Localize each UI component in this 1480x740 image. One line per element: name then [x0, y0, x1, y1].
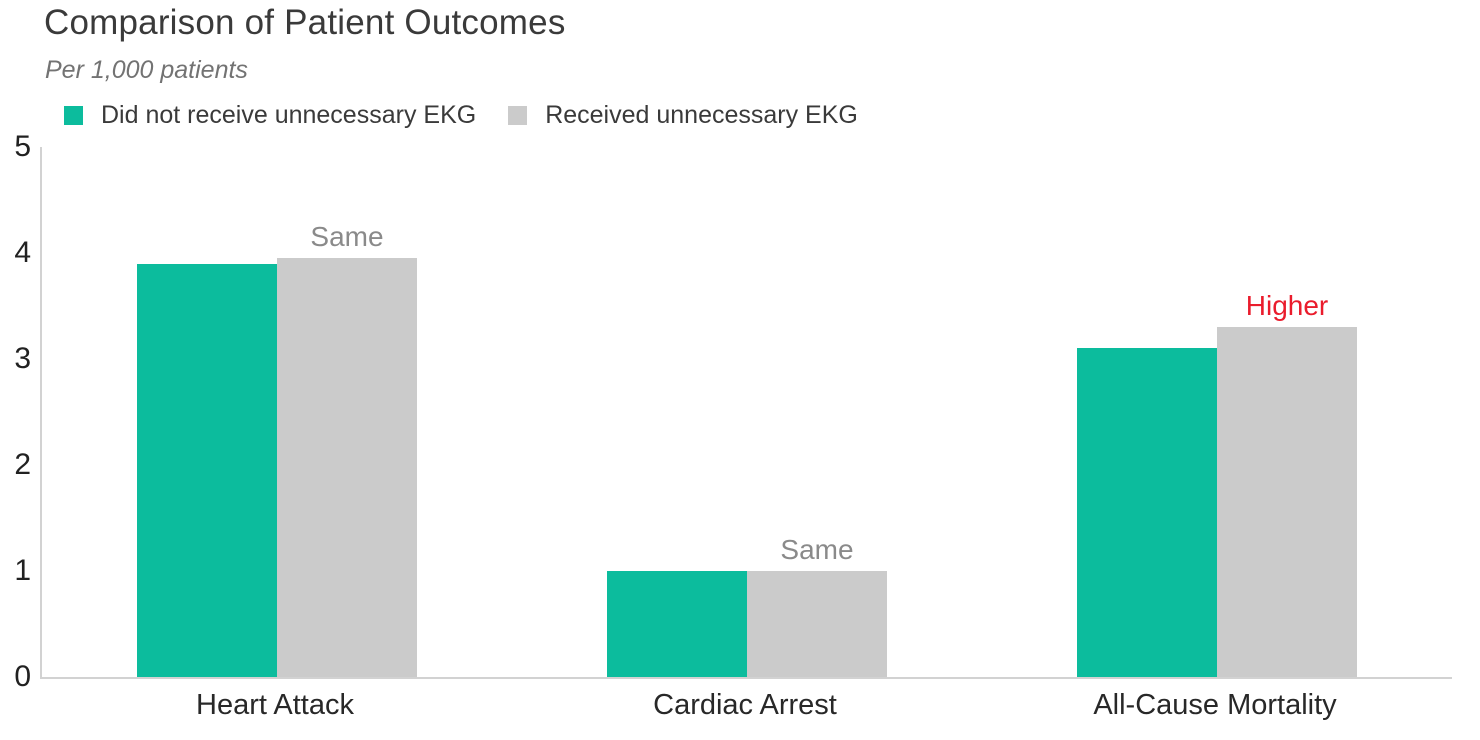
- chart-title: Comparison of Patient Outcomes: [44, 3, 566, 42]
- legend-swatch-icon: [64, 105, 83, 125]
- y-axis-tick-label: 1: [14, 554, 31, 587]
- legend: Did not receive unnecessary EKG Received …: [64, 100, 858, 130]
- chart-subtitle: Per 1,000 patients: [45, 56, 248, 84]
- legend-label: Did not receive unnecessary EKG: [101, 101, 477, 129]
- bar-all-cause-mortality-series-0: [1077, 348, 1217, 677]
- y-axis-tick-label: 2: [14, 448, 31, 481]
- plot-area: Same Same Higher: [40, 147, 1452, 679]
- bar-annotation: Same: [780, 534, 854, 565]
- bar-annotation: Same: [310, 221, 384, 253]
- legend-swatch-icon: [508, 105, 528, 125]
- x-axis-label: All-Cause Mortality: [1093, 689, 1337, 721]
- bar-all-cause-mortality-series-1: [1217, 327, 1357, 677]
- bar-annotation: Higher: [1245, 290, 1329, 322]
- bar-cardiac-arrest-series-1: [747, 571, 887, 677]
- y-axis-tick-label: 4: [14, 236, 31, 269]
- bar-cardiac-arrest-series-0: [607, 571, 747, 677]
- legend-item-1: Received unnecessary EKG: [508, 100, 858, 130]
- bar-heart-attack-series-1: [277, 258, 417, 677]
- y-axis-tick-label: 5: [14, 130, 31, 163]
- legend-label: Received unnecessary EKG: [545, 101, 858, 129]
- y-axis-tick-label: 3: [14, 342, 31, 375]
- legend-item-0: Did not receive unnecessary EKG: [64, 100, 476, 130]
- x-axis-label: Heart Attack: [196, 689, 354, 721]
- x-axis-label: Cardiac Arrest: [653, 689, 837, 721]
- bar-heart-attack-series-0: [137, 263, 277, 677]
- y-axis-tick-label: 0: [14, 660, 31, 693]
